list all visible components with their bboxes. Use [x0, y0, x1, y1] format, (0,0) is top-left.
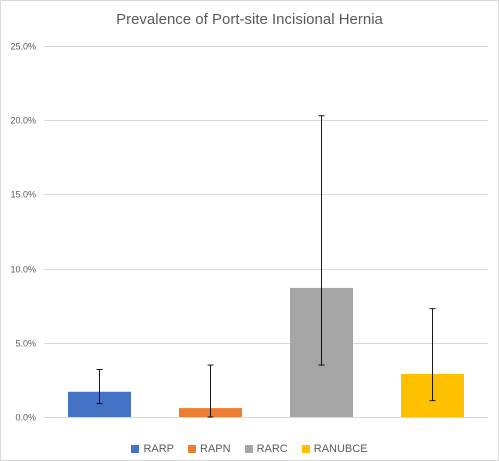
y-tick-label: 0.0%	[15, 413, 36, 423]
legend-label: RANUBCE	[313, 443, 368, 455]
y-tick-label: 15.0%	[10, 190, 36, 200]
legend-swatch	[301, 445, 310, 453]
legend-item-rarc: RARC	[244, 443, 288, 455]
y-tick-label: 25.0%	[10, 42, 36, 52]
error-bar-ranubce	[429, 308, 436, 402]
legend-swatch	[244, 445, 253, 453]
legend-label: RAPN	[200, 443, 231, 455]
y-tick-label: 5.0%	[15, 339, 36, 349]
chart-title: Prevalence of Port-site Incisional Herni…	[116, 11, 383, 28]
legend-label: RARP	[143, 443, 175, 455]
bars	[68, 287, 464, 417]
error-bar-rapn	[207, 364, 214, 418]
y-tick-label: 10.0%	[10, 265, 36, 275]
error-bar-rarp	[96, 369, 103, 405]
legend-item-rapn: RAPN	[188, 443, 231, 455]
y-axis-tick-labels: 0.0% 5.0% 10.0% 15.0% 20.0% 25.0%	[10, 42, 36, 423]
legend: RARP RAPN RARC RANUBCE	[1, 443, 498, 455]
legend-label: RARC	[256, 443, 288, 455]
error-bars	[96, 115, 436, 418]
error-bar-rarc	[318, 115, 325, 366]
legend-swatch	[188, 445, 197, 453]
legend-swatch	[131, 445, 140, 453]
gridlines	[44, 46, 488, 418]
legend-item-rarp: RARP	[131, 443, 174, 455]
y-tick-label: 20.0%	[10, 116, 36, 126]
legend-item-ranubce: RANUBCE	[301, 443, 368, 455]
